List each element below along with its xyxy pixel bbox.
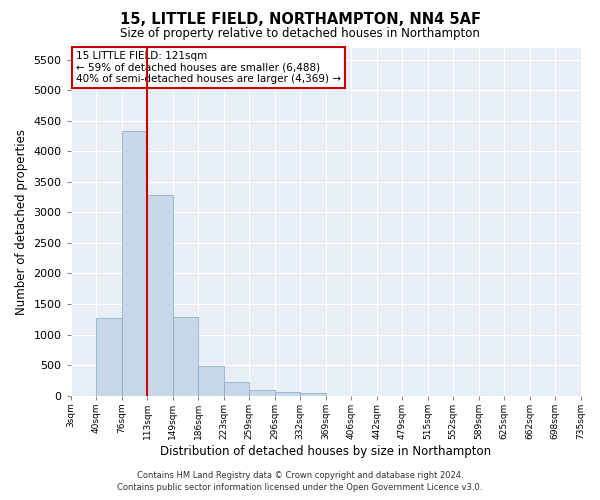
Text: Size of property relative to detached houses in Northampton: Size of property relative to detached ho… <box>120 28 480 40</box>
X-axis label: Distribution of detached houses by size in Northampton: Distribution of detached houses by size … <box>160 444 491 458</box>
Bar <box>147 196 173 396</box>
Y-axis label: Number of detached properties: Number of detached properties <box>15 128 28 314</box>
Bar <box>224 382 249 396</box>
Bar <box>198 366 224 396</box>
Bar <box>275 392 300 396</box>
Text: Contains HM Land Registry data © Crown copyright and database right 2024.
Contai: Contains HM Land Registry data © Crown c… <box>118 471 482 492</box>
Bar <box>173 318 198 396</box>
Bar <box>300 392 326 396</box>
Bar <box>122 130 147 396</box>
Bar <box>249 390 275 396</box>
Bar <box>96 318 122 396</box>
Text: 15, LITTLE FIELD, NORTHAMPTON, NN4 5AF: 15, LITTLE FIELD, NORTHAMPTON, NN4 5AF <box>119 12 481 28</box>
Text: 15 LITTLE FIELD: 121sqm
← 59% of detached houses are smaller (6,488)
40% of semi: 15 LITTLE FIELD: 121sqm ← 59% of detache… <box>76 51 341 84</box>
